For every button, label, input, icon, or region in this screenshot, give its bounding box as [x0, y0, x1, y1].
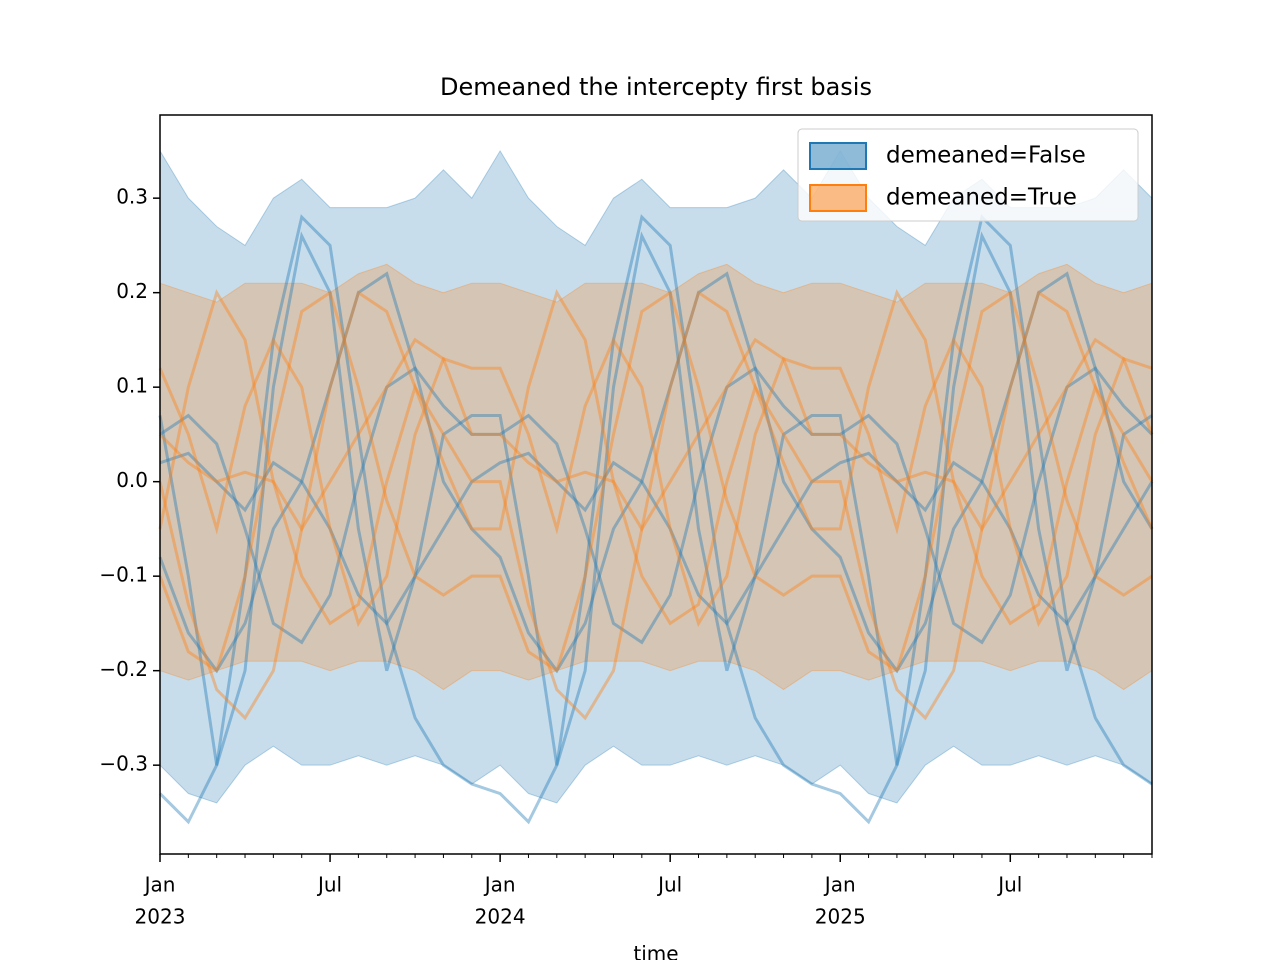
x-tick-year: 2024 [475, 905, 526, 929]
y-tick-label: −0.2 [99, 657, 148, 681]
plot-area [158, 149, 1154, 825]
y-tick-label: 0.0 [116, 468, 148, 492]
x-tick-year: 2025 [815, 905, 866, 929]
legend-swatch [809, 142, 867, 170]
legend-label: demeaned=True [886, 185, 1077, 211]
y-tick-label: −0.3 [99, 752, 148, 776]
sample-line [159, 366, 1154, 645]
x-tick-label: Jul [996, 873, 1022, 897]
x-tick-label: Jan [143, 873, 176, 897]
y-tick-label: 0.2 [116, 279, 148, 303]
legend-box [797, 128, 1139, 222]
sample-line [158, 290, 1154, 721]
x-axis-label: time [633, 942, 678, 960]
sample-line [158, 336, 1153, 628]
x-tick-label: Jul [656, 873, 682, 897]
sample-line [158, 288, 1154, 626]
sample-line [158, 290, 1153, 674]
sample-line [158, 271, 1154, 674]
legend-swatch [809, 184, 867, 212]
sample-line [158, 231, 1153, 766]
x-tick-label: Jan [823, 873, 856, 897]
sample-line [159, 451, 1154, 626]
sample-line [158, 214, 1153, 825]
plot-frame [159, 114, 1153, 855]
chart-title: Demeaned the intercepty first basis [440, 73, 872, 101]
x-tick-label: Jan [483, 873, 516, 897]
legend-label: demeaned=False [886, 143, 1086, 169]
sample-line [158, 337, 1154, 532]
y-tick-label: 0.1 [116, 374, 148, 398]
band [159, 263, 1153, 691]
y-tick-label: −0.1 [99, 563, 148, 587]
legend: demeaned=False demeaned=True [797, 128, 1139, 222]
y-tick-label: 0.3 [116, 185, 148, 209]
x-tick-label: Jul [316, 873, 342, 897]
x-tick-year: 2023 [135, 905, 186, 929]
